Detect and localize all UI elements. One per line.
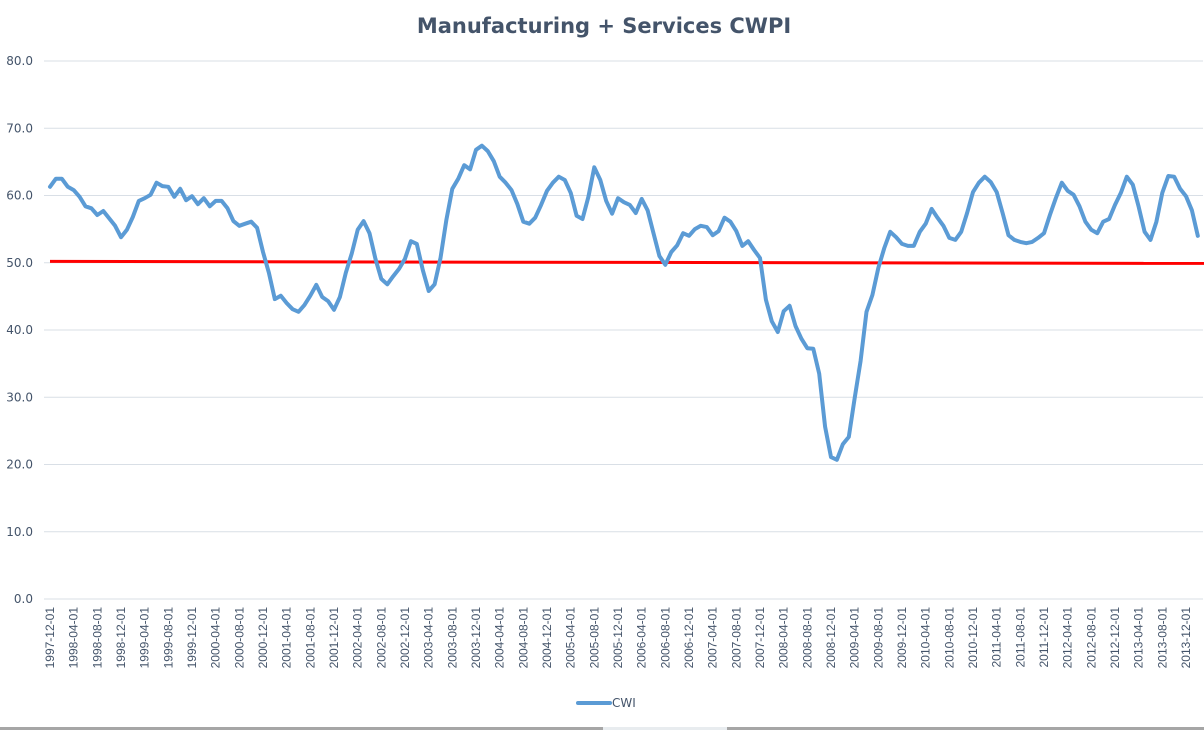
x-tick-label: 2006-08-01	[658, 607, 672, 669]
x-tick-label: 1998-04-01	[67, 607, 81, 669]
x-tick-label: 2012-08-01	[1084, 607, 1098, 669]
x-tick-label: 2002-12-01	[398, 607, 412, 669]
x-tick-label: 2011-08-01	[1013, 607, 1027, 668]
x-tick-label: 2005-04-01	[564, 607, 578, 669]
y-tick-label: 80.0	[6, 54, 33, 68]
x-tick-label: 1999-08-01	[161, 607, 175, 669]
x-tick-label: 2003-12-01	[469, 607, 483, 669]
x-axis-ticks: 1997-12-01 1998-04-01 1998-08-01 1998-12-01…	[43, 607, 1193, 669]
x-tick-label: 2002-04-01	[351, 607, 365, 669]
x-tick-label: 2011-04-01	[990, 607, 1004, 668]
bottom-scrollbar-thumb[interactable]	[603, 727, 727, 730]
y-tick-label: 0.0	[14, 592, 33, 606]
x-tick-label: 2001-08-01	[303, 607, 317, 669]
x-tick-label: 2007-04-01	[706, 607, 720, 669]
x-tick-label: 2009-04-01	[848, 607, 862, 669]
x-tick-label: 2012-12-01	[1108, 607, 1122, 669]
x-tick-label: 2006-04-01	[635, 607, 649, 669]
x-tick-label: 1998-08-01	[90, 607, 104, 669]
y-axis-ticks: 0.0 10.0 20.0 30.0 40.0 50.0 60.0 70.0 80.0	[6, 54, 33, 606]
legend-label-cwi: CWI	[612, 696, 636, 710]
x-tick-label: 2010-04-01	[919, 607, 933, 669]
chart-title: Manufacturing + Services CWPI	[417, 14, 791, 38]
x-tick-label: 2000-08-01	[232, 607, 246, 669]
x-tick-label: 2003-04-01	[422, 607, 436, 669]
x-tick-label: 2002-08-01	[374, 607, 388, 669]
y-tick-label: 40.0	[6, 323, 33, 337]
y-tick-label: 70.0	[6, 121, 33, 135]
x-tick-label: 2013-08-01	[1155, 607, 1169, 669]
x-tick-label: 2004-12-01	[540, 607, 554, 669]
y-tick-label: 20.0	[6, 458, 33, 472]
x-tick-label: 1997-12-01	[43, 607, 57, 669]
x-tick-label: 2008-12-01	[824, 607, 838, 669]
gridlines	[44, 60, 1203, 600]
threshold-line	[49, 259, 1204, 265]
x-tick-label: 2003-08-01	[445, 607, 459, 669]
x-tick-label: 2013-12-01	[1179, 607, 1193, 669]
x-tick-label: 2008-08-01	[800, 607, 814, 669]
x-tick-label: 2010-12-01	[966, 607, 980, 669]
x-tick-label: 2004-08-01	[516, 607, 530, 669]
x-tick-label: 2007-08-01	[729, 607, 743, 669]
y-tick-label: 30.0	[6, 390, 33, 404]
y-tick-label: 50.0	[6, 256, 33, 270]
x-tick-label: 2001-04-01	[280, 607, 294, 669]
x-tick-label: 2006-12-01	[682, 607, 696, 669]
y-tick-label: 10.0	[6, 525, 33, 539]
x-tick-label: 2007-12-01	[753, 607, 767, 669]
x-tick-label: 2009-12-01	[895, 607, 909, 669]
x-tick-label: 2005-12-01	[611, 607, 625, 669]
x-tick-label: 2010-08-01	[942, 607, 956, 669]
x-tick-label: 2012-04-01	[1061, 607, 1075, 669]
x-tick-label: 2000-12-01	[256, 607, 270, 669]
x-tick-label: 2001-12-01	[327, 607, 341, 669]
legend: CWI	[576, 696, 636, 710]
series-line-cwi	[48, 143, 1200, 462]
x-tick-label: 1998-12-01	[114, 607, 128, 669]
x-tick-label: 2013-04-01	[1132, 607, 1146, 669]
x-tick-label: 2008-04-01	[777, 607, 791, 669]
y-tick-label: 60.0	[6, 189, 33, 203]
series-layer	[48, 143, 1204, 462]
x-tick-label: 2004-04-01	[493, 607, 507, 669]
x-tick-label: 1999-04-01	[138, 607, 152, 669]
x-tick-label: 2011-12-01	[1037, 607, 1051, 668]
x-tick-label: 1999-12-01	[185, 607, 199, 669]
x-tick-label: 2005-08-01	[587, 607, 601, 669]
bottom-scrollbar[interactable]	[0, 727, 1204, 730]
x-tick-label: 2009-08-01	[871, 607, 885, 669]
x-tick-label: 2000-04-01	[209, 607, 223, 669]
